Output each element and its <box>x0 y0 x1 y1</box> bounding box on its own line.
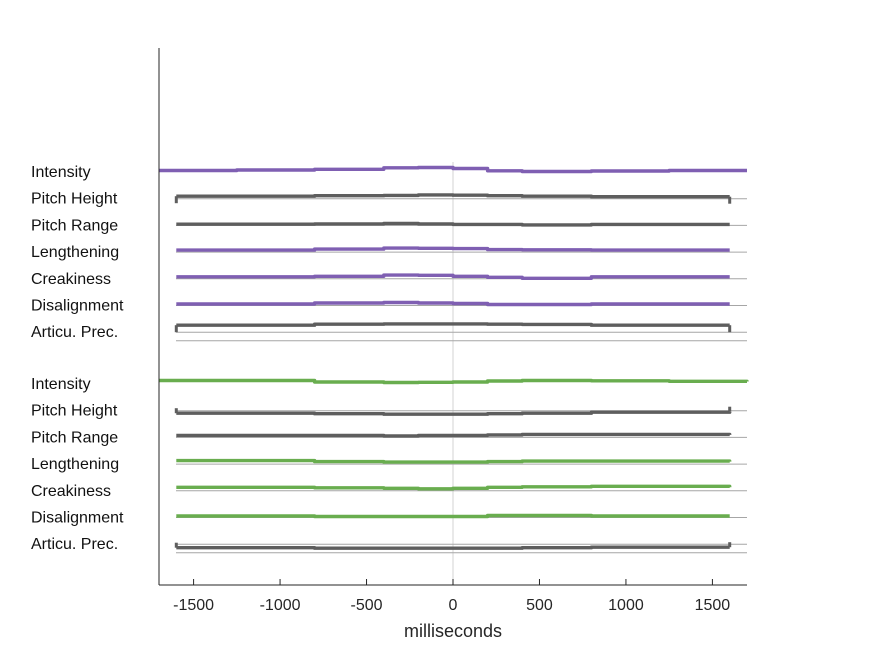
series-line <box>176 545 730 550</box>
row-label: Intensity <box>31 376 91 393</box>
series-line <box>176 484 732 491</box>
x-axis-title: milliseconds <box>404 621 502 641</box>
series-line <box>176 300 730 307</box>
x-tick-label: 500 <box>526 597 553 614</box>
series-line <box>176 273 730 280</box>
series-line <box>176 246 730 252</box>
row-labels: Intensity Pitch Height Pitch Range Lengthen… <box>31 164 124 553</box>
row-label: Articu. Prec. <box>31 324 118 341</box>
row-label: Lengthening <box>31 456 119 473</box>
series-line <box>176 458 732 464</box>
row-label: Disalignment <box>31 510 124 527</box>
x-tick-label: -1500 <box>173 597 214 614</box>
series-line <box>176 513 730 519</box>
data-series <box>159 165 749 550</box>
series-line <box>176 432 732 438</box>
x-tick-label: -500 <box>351 597 383 614</box>
row-label: Intensity <box>31 164 91 181</box>
row-baselines <box>176 198 747 554</box>
row-label: Pitch Height <box>31 403 118 420</box>
row-label: Pitch Range <box>31 217 118 234</box>
series-line <box>159 378 749 385</box>
series-line <box>176 221 730 227</box>
row-label: Pitch Range <box>31 429 118 446</box>
x-axis: -1500 -1000 -500 0 500 1000 1500 <box>158 48 747 614</box>
x-tick-label: -1000 <box>260 597 301 614</box>
row-label: Creakiness <box>31 271 111 288</box>
series-line <box>159 165 747 174</box>
x-tick-label: 1500 <box>695 597 731 614</box>
series-line <box>176 410 732 416</box>
series-line <box>176 193 730 199</box>
row-label: Lengthening <box>31 244 119 261</box>
x-tick-label: 0 <box>449 597 458 614</box>
series-line <box>176 322 730 327</box>
row-label: Creakiness <box>31 483 111 500</box>
row-label: Disalignment <box>31 298 124 315</box>
x-tick-label: 1000 <box>608 597 644 614</box>
row-label: Pitch Height <box>31 191 118 208</box>
row-label: Articu. Prec. <box>31 536 118 553</box>
